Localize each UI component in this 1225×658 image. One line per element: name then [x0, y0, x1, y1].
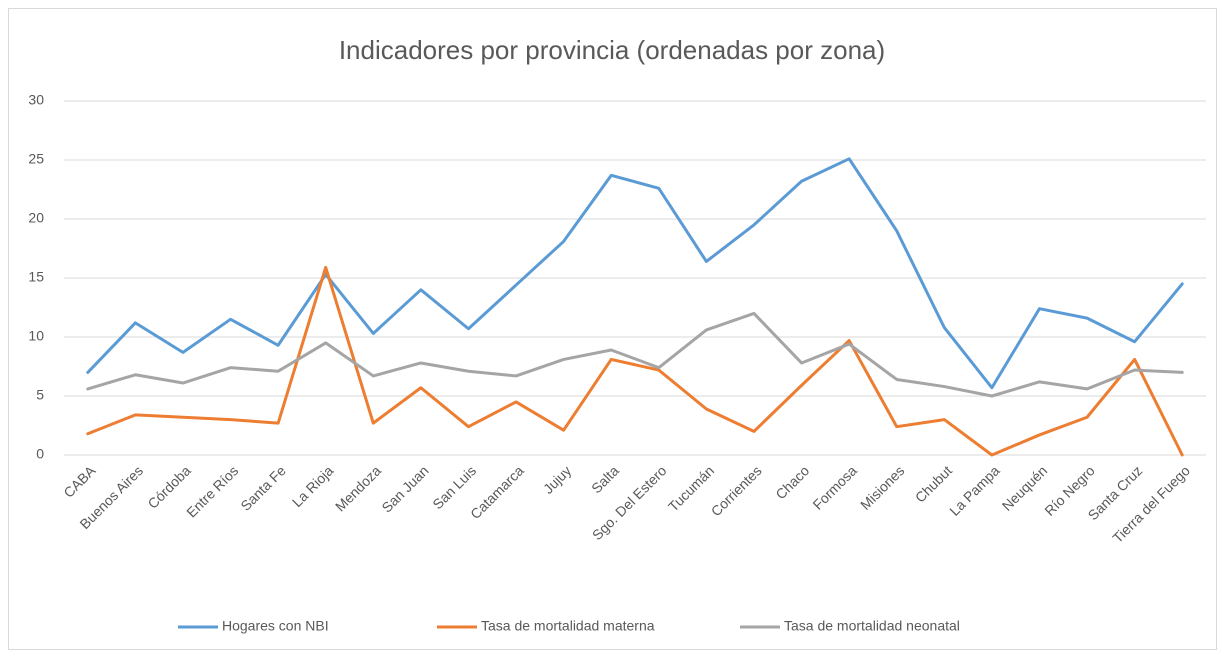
- chart-title: Indicadores por provincia (ordenadas por…: [339, 35, 885, 65]
- legend-label: Tasa de mortalidad neonatal: [784, 618, 960, 634]
- series-line: [86, 265, 1184, 457]
- y-tick-label: 25: [28, 151, 44, 167]
- y-tick-label: 30: [28, 92, 44, 108]
- y-tick-label: 10: [28, 328, 44, 344]
- legend-label: Tasa de mortalidad materna: [481, 618, 655, 634]
- series-line: [86, 311, 1184, 398]
- y-tick-label: 0: [36, 446, 44, 462]
- legend-label: Hogares con NBI: [222, 618, 329, 634]
- series-line: [86, 157, 1184, 390]
- y-tick-label: 15: [28, 269, 44, 285]
- y-tick-label: 20: [28, 210, 44, 226]
- y-tick-label: 5: [36, 387, 44, 403]
- chart-border: [8, 8, 1217, 650]
